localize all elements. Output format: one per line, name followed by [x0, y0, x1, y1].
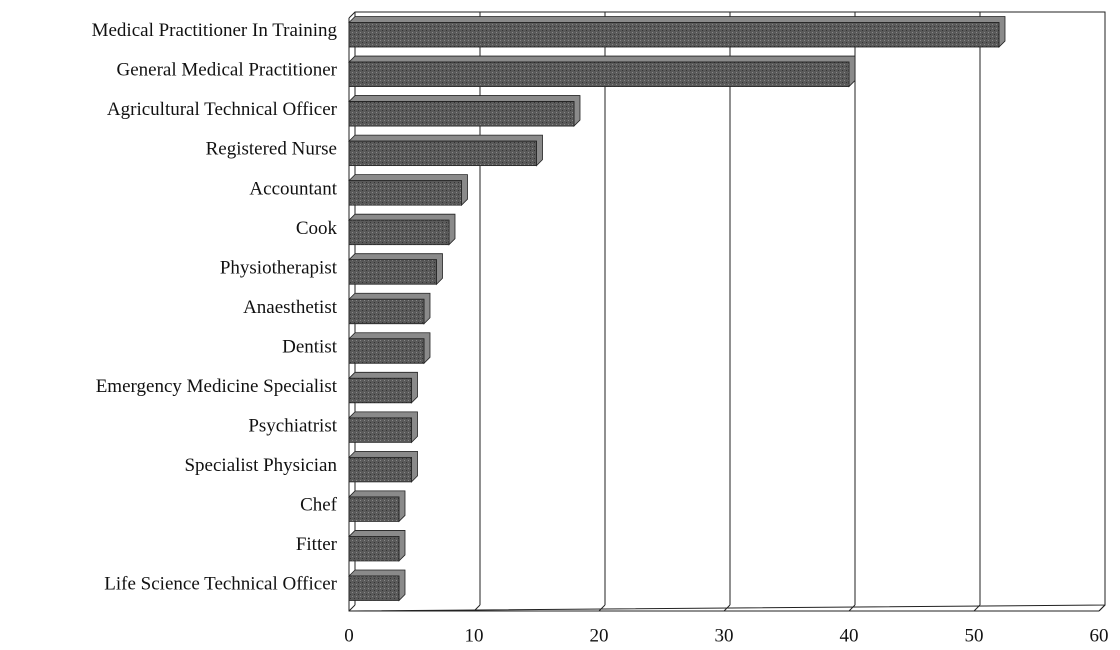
y-tick-label: Chef — [300, 495, 338, 516]
bar — [348, 180, 462, 206]
y-tick-label: Accountant — [249, 178, 337, 199]
bar — [348, 417, 412, 443]
y-tick-label: Medical Practitioner In Training — [92, 20, 338, 41]
y-tick-label: Fitter — [296, 534, 338, 555]
x-tick-label: 30 — [715, 625, 734, 646]
tick-mark — [1098, 604, 1106, 612]
tick-mark — [973, 604, 981, 612]
bar — [348, 456, 412, 483]
tick-mark — [348, 604, 356, 612]
x-tick-label: 50 — [965, 625, 984, 646]
tick-mark — [848, 604, 856, 612]
x-tick-label: 40 — [840, 625, 859, 646]
x-tick-label: 60 — [1090, 625, 1109, 646]
tick-mark — [473, 604, 481, 612]
bar — [348, 496, 400, 522]
bar — [348, 259, 437, 285]
bar — [348, 22, 1000, 48]
y-tick-label: Anaesthetist — [243, 297, 338, 318]
y-tick-label: Dentist — [282, 336, 338, 357]
tick-mark — [598, 604, 606, 612]
bar — [348, 377, 412, 404]
x-tick-label: 20 — [590, 625, 609, 646]
x-tick-label: 0 — [344, 625, 354, 646]
x-tick-label: 10 — [465, 625, 484, 646]
y-tick-label: Agricultural Technical Officer — [107, 99, 338, 120]
bar — [348, 338, 425, 364]
bar — [348, 61, 850, 87]
y-tick-label: Life Science Technical Officer — [104, 574, 337, 595]
bar — [348, 140, 537, 167]
y-tick-label: General Medical Practitioner — [116, 60, 337, 81]
y-tick-label: Psychiatrist — [248, 415, 337, 436]
y-tick-label: Emergency Medicine Specialist — [96, 376, 338, 397]
y-tick-label: Physiotherapist — [220, 257, 338, 278]
bar — [348, 219, 450, 246]
y-tick-label: Specialist Physician — [184, 455, 337, 476]
y-tick-label: Cook — [296, 218, 338, 239]
tick-mark — [723, 604, 731, 612]
y-tick-label: Registered Nurse — [206, 139, 337, 160]
bar — [348, 101, 575, 127]
bar — [348, 298, 425, 325]
bar — [348, 575, 400, 601]
bar — [348, 536, 400, 562]
